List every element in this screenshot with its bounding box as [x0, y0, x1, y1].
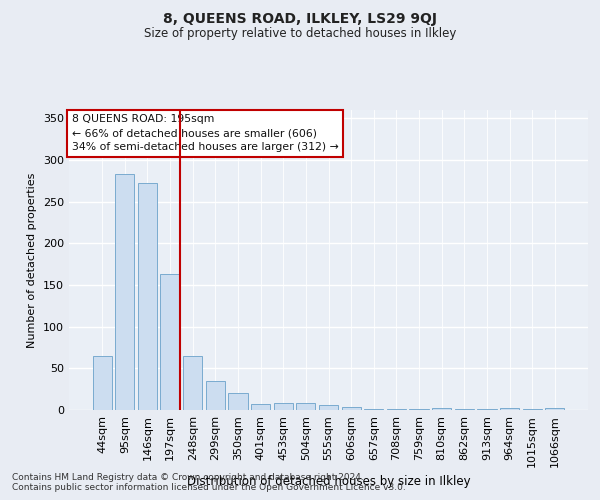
- Bar: [251, 404, 270, 410]
- Text: 8, QUEENS ROAD, ILKLEY, LS29 9QJ: 8, QUEENS ROAD, ILKLEY, LS29 9QJ: [163, 12, 437, 26]
- Text: 8 QUEENS ROAD: 195sqm
← 66% of detached houses are smaller (606)
34% of semi-det: 8 QUEENS ROAD: 195sqm ← 66% of detached …: [71, 114, 338, 152]
- Text: Contains HM Land Registry data © Crown copyright and database right 2024.: Contains HM Land Registry data © Crown c…: [12, 474, 364, 482]
- Bar: [206, 381, 225, 410]
- Text: Contains public sector information licensed under the Open Government Licence v3: Contains public sector information licen…: [12, 484, 406, 492]
- Bar: [319, 405, 338, 410]
- Bar: [523, 409, 542, 410]
- Bar: [409, 409, 428, 410]
- Bar: [296, 402, 316, 410]
- Bar: [364, 409, 383, 410]
- Bar: [92, 356, 112, 410]
- Bar: [183, 356, 202, 410]
- Bar: [274, 402, 293, 410]
- Bar: [500, 408, 519, 410]
- Bar: [432, 408, 451, 410]
- Bar: [160, 274, 180, 410]
- Bar: [138, 182, 157, 410]
- Bar: [387, 409, 406, 410]
- Bar: [455, 409, 474, 410]
- Text: Size of property relative to detached houses in Ilkley: Size of property relative to detached ho…: [144, 28, 456, 40]
- X-axis label: Distribution of detached houses by size in Ilkley: Distribution of detached houses by size …: [187, 475, 470, 488]
- Bar: [545, 408, 565, 410]
- Bar: [115, 174, 134, 410]
- Bar: [341, 406, 361, 410]
- Bar: [477, 409, 497, 410]
- Y-axis label: Number of detached properties: Number of detached properties: [28, 172, 37, 348]
- Bar: [229, 394, 248, 410]
